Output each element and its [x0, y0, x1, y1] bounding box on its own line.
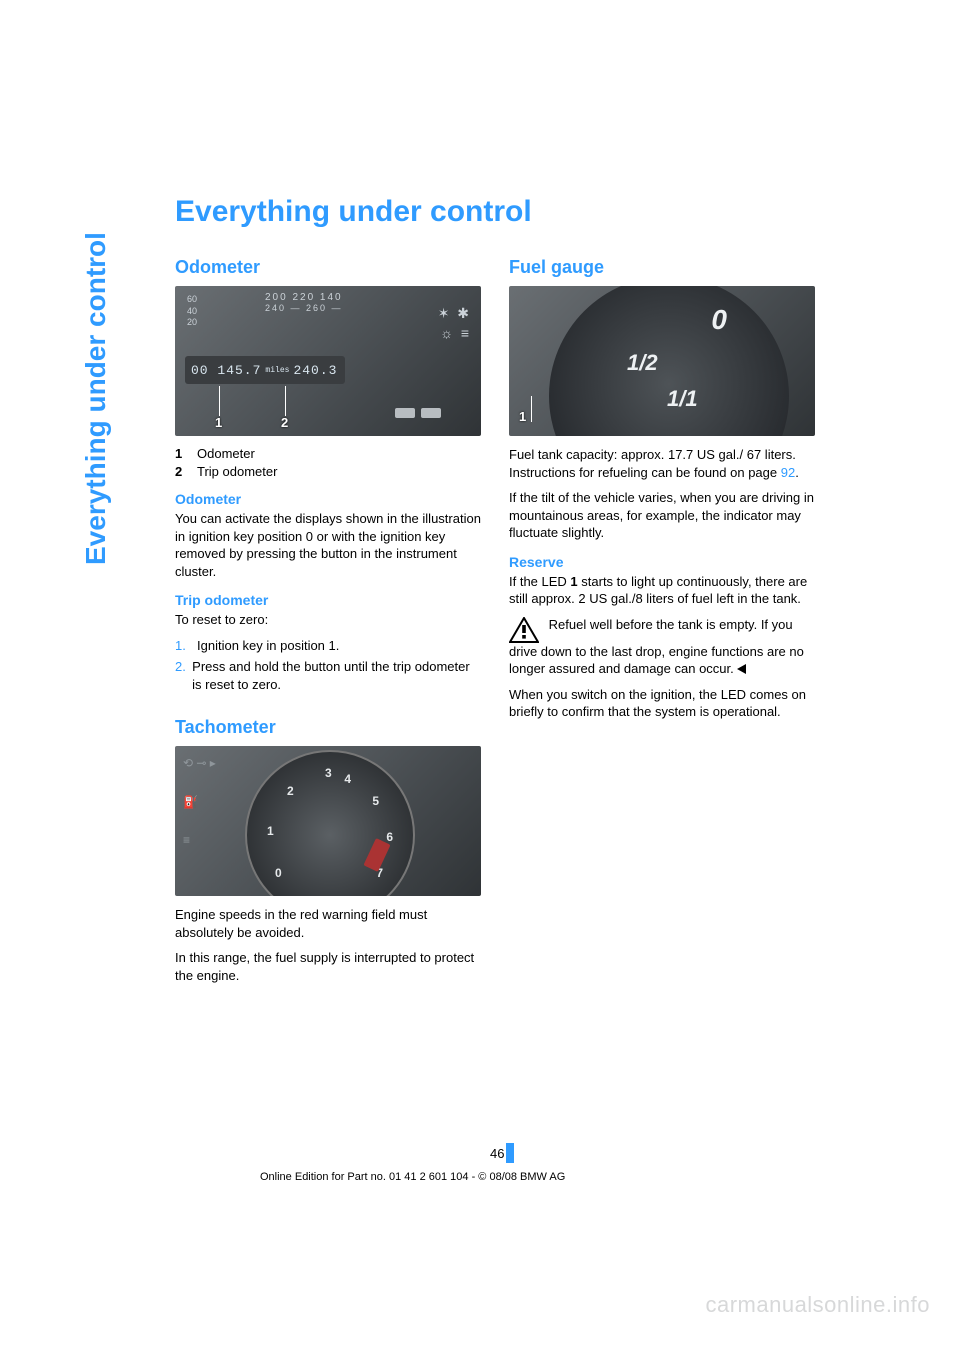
legend-number: 2 — [175, 464, 197, 479]
fuel-body-2: If the tilt of the vehicle varies, when … — [509, 489, 815, 542]
legend-text: Trip odometer — [197, 464, 277, 479]
warning-text: Refuel well before the tank is empty. If… — [509, 617, 804, 677]
step-row: 2. Press and hold the button until the t… — [175, 658, 481, 693]
fuel-full: 1/1 — [667, 386, 698, 412]
indicator-square — [421, 408, 441, 418]
left-column: Odometer 60 40 20 200 220 140 240 — 260 … — [175, 257, 481, 993]
callout-leader — [285, 386, 286, 416]
speedo-arc-top: 200 220 140 — [265, 292, 343, 303]
odometer-main-value: 00 145.7 — [191, 363, 261, 378]
page-number-bar — [506, 1143, 514, 1163]
fuel-gauge-heading: Fuel gauge — [509, 257, 815, 278]
warning-icon — [509, 617, 539, 643]
figure-callout-1: 1 — [519, 409, 526, 424]
trip-odometer-intro: To reset to zero: — [175, 611, 481, 629]
speedo-arc-sub: 240 — 260 — — [265, 303, 343, 313]
trip-odometer-subheading: Trip odometer — [175, 592, 481, 608]
callout-leader — [531, 396, 532, 422]
fuel-body-1a: Fuel tank capacity: approx. 17.7 US gal.… — [509, 447, 796, 480]
odometer-body: You can activate the displays shown in t… — [175, 510, 481, 580]
sidebar-section-title: Everything under control — [80, 232, 112, 565]
fuel-gauge-figure: 0 1/2 1/1 ⛽ 1 — [509, 286, 815, 436]
tach-num: 1 — [267, 824, 274, 838]
warning-paragraph: Refuel well before the tank is empty. If… — [509, 616, 815, 678]
legend-row: 1 Odometer — [175, 446, 481, 461]
tach-num: 3 — [325, 766, 332, 780]
step-number: 2. — [175, 658, 192, 693]
tachometer-body-2: In this range, the fuel supply is interr… — [175, 949, 481, 984]
odometer-figure: 60 40 20 200 220 140 240 — 260 — ✶ ✱☼ ≡ … — [175, 286, 481, 436]
page-title: Everything under control — [175, 195, 815, 229]
two-column-layout: Odometer 60 40 20 200 220 140 240 — 260 … — [175, 257, 815, 993]
indicator-square — [395, 408, 415, 418]
watermark: carmanualsonline.info — [705, 1292, 930, 1318]
fuel-body-1: Fuel tank capacity: approx. 17.7 US gal.… — [509, 446, 815, 481]
tach-num: 5 — [372, 794, 379, 808]
fuel-zero: 0 — [711, 304, 727, 336]
tachometer-dial: 0 1 2 3 4 5 6 7 — [245, 750, 415, 896]
fuel-half: 1/2 — [627, 350, 658, 376]
odometer-heading: Odometer — [175, 257, 481, 278]
tachometer-body-1: Engine speeds in the red warning field m… — [175, 906, 481, 941]
speedo-bottom-indicators — [395, 408, 441, 418]
tach-num: 0 — [275, 866, 282, 880]
legend-text: Odometer — [197, 446, 255, 461]
speedo-indicator-icons: ✶ ✱☼ ≡ — [438, 304, 469, 343]
tach-side-icons: ⟲ ⊸ ▸⛽≡ — [183, 754, 216, 850]
tachometer-heading: Tachometer — [175, 717, 481, 738]
reserve-subheading: Reserve — [509, 554, 815, 570]
content-area: Everything under control Odometer 60 40 … — [175, 195, 815, 993]
footer-edition-line: Online Edition for Part no. 01 41 2 601 … — [260, 1171, 565, 1183]
odometer-display: 00 145.7 miles 240.3 — [185, 356, 345, 384]
step-text: Press and hold the button until the trip… — [192, 658, 481, 693]
odometer-subheading: Odometer — [175, 491, 481, 507]
callout-leader — [219, 386, 220, 416]
speedo-arc-values: 200 220 140 240 — 260 — — [265, 292, 343, 314]
speedo-left-values: 60 40 20 — [187, 294, 197, 327]
fuel-dial: 0 1/2 1/1 ⛽ — [549, 286, 789, 436]
speedo-left-scale: 60 40 20 — [187, 294, 197, 329]
odometer-unit: miles — [265, 366, 289, 375]
legend-row: 2 Trip odometer — [175, 464, 481, 479]
manual-page: Everything under control Everything unde… — [0, 0, 960, 1358]
step-number: 1. — [175, 637, 197, 655]
figure-callout-2: 2 — [281, 415, 288, 430]
figure-callout-1: 1 — [215, 415, 222, 430]
step-text: Ignition key in position 1. — [197, 637, 339, 655]
page-number-value: 46 — [490, 1146, 504, 1161]
reserve-led-ref: 1 — [570, 574, 577, 589]
tach-redline — [363, 838, 390, 872]
legend-number: 1 — [175, 446, 197, 461]
step-row: 1. Ignition key in position 1. — [175, 637, 481, 655]
page-number: 46 — [490, 1143, 514, 1163]
page-link[interactable]: 92 — [781, 465, 795, 480]
tach-num: 4 — [344, 772, 351, 786]
right-column: Fuel gauge 0 1/2 1/1 ⛽ 1 Fuel tank capac… — [509, 257, 815, 993]
tach-num: 2 — [287, 784, 294, 798]
fuel-body-3: When you switch on the ignition, the LED… — [509, 686, 815, 721]
end-of-note-icon — [737, 660, 747, 678]
odometer-trip-value: 240.3 — [293, 363, 337, 378]
reserve-body-a: If the LED — [509, 574, 570, 589]
reserve-body: If the LED 1 starts to light up continuo… — [509, 573, 815, 608]
fuel-body-1b: . — [795, 465, 799, 480]
tachometer-figure: ⟲ ⊸ ▸⛽≡ 0 1 2 3 4 5 6 7 — [175, 746, 481, 896]
